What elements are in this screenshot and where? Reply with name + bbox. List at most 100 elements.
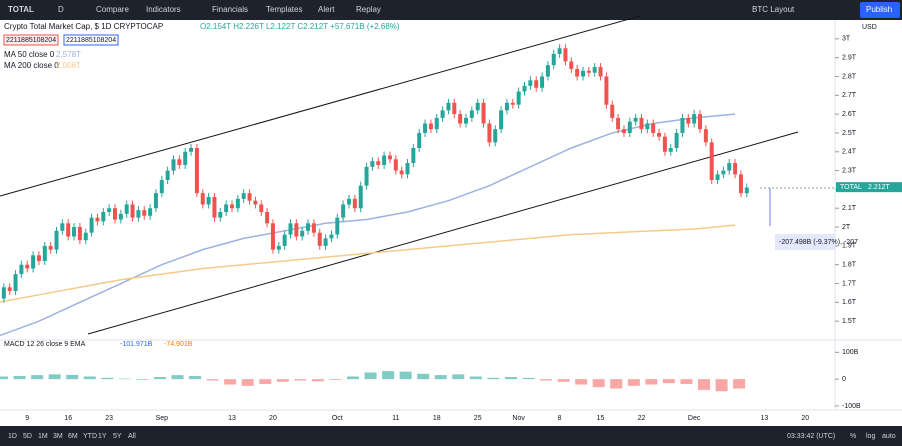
candle <box>662 136 667 152</box>
period[interactable]: YTD <box>83 433 97 440</box>
toolbar-button[interactable]: Financials <box>212 5 248 14</box>
macd-bar <box>522 377 535 380</box>
candle <box>493 129 498 143</box>
candle <box>300 230 305 237</box>
macd-bar <box>417 373 430 380</box>
period[interactable]: 1D <box>8 433 17 440</box>
macd-label: -101.971B <box>120 341 153 348</box>
candle <box>189 148 194 152</box>
toolbar-button[interactable]: Templates <box>266 5 302 14</box>
candle <box>72 227 77 237</box>
macd-bar <box>715 379 728 392</box>
y-tick-label: 2.9T <box>842 54 857 61</box>
candle <box>428 123 433 130</box>
candle <box>703 129 708 143</box>
period[interactable]: 1M <box>38 433 48 440</box>
candle <box>95 217 100 222</box>
candle <box>370 161 375 167</box>
candle <box>265 212 270 224</box>
toolbar-button[interactable]: Replay <box>356 5 381 14</box>
candle <box>557 48 562 54</box>
macd-tick-label: -100B <box>842 403 861 410</box>
period[interactable]: 3M <box>53 433 63 440</box>
candle <box>452 102 457 115</box>
macd-bar <box>382 371 395 380</box>
x-tick-label: 11 <box>392 415 399 422</box>
candle <box>598 67 603 77</box>
candle <box>581 70 585 77</box>
candle <box>142 210 147 216</box>
candle <box>733 163 738 175</box>
macd-bar <box>540 379 553 381</box>
macd-bar <box>434 375 447 380</box>
candle <box>698 114 702 130</box>
toolbar-button[interactable]: Compare <box>96 5 129 14</box>
scale-option[interactable]: % <box>850 433 856 440</box>
publish-btn[interactable] <box>860 2 900 18</box>
y-tick-label: 1.6T <box>842 299 857 306</box>
candle <box>510 102 515 105</box>
candle <box>335 217 340 235</box>
macd-bar <box>206 379 219 381</box>
candle <box>159 180 164 194</box>
macd-bar <box>101 377 114 380</box>
layout-name[interactable]: BTC Layout <box>752 5 795 14</box>
period[interactable]: 5D <box>23 433 32 440</box>
candle <box>387 155 392 160</box>
scale-option[interactable]: log <box>866 433 875 440</box>
candle <box>311 223 316 233</box>
toolbar-button[interactable]: Indicators <box>146 5 181 14</box>
macd-bar <box>610 379 623 389</box>
candle <box>604 76 609 105</box>
period[interactable]: 5Y <box>113 433 122 440</box>
candle <box>329 234 334 239</box>
period[interactable]: All <box>128 433 136 440</box>
period[interactable]: 6M <box>68 433 78 440</box>
candle <box>224 204 229 212</box>
candle <box>25 264 30 269</box>
candle <box>534 80 539 88</box>
candle <box>177 159 182 165</box>
candle <box>288 223 293 235</box>
candle <box>399 170 404 175</box>
legend-title: Crypto Total Market Cap, $ 1D CRYPTOCAP <box>4 22 163 31</box>
macd-bar <box>329 379 342 380</box>
candle <box>323 238 328 246</box>
candle <box>235 198 240 209</box>
ma-legend: MA 200 close 0 <box>4 61 59 70</box>
clock: 03:33:42 (UTC) <box>787 433 835 440</box>
ma-value: 2.578T <box>56 50 81 59</box>
publish[interactable]: Publish <box>866 5 892 14</box>
candle <box>13 274 18 292</box>
candle <box>171 159 176 171</box>
candle <box>382 155 387 165</box>
x-tick-label: 20 <box>269 415 277 422</box>
y-tick-label: 1.5T <box>842 318 857 325</box>
x-tick-label: 13 <box>228 415 236 422</box>
y-tick-label: 2.8T <box>842 73 857 80</box>
toolbar-button[interactable]: Alert <box>318 5 335 14</box>
candle <box>692 114 697 124</box>
period[interactable]: 1Y <box>98 433 107 440</box>
scale-option[interactable]: auto <box>882 433 896 440</box>
candle <box>721 170 726 175</box>
candle <box>569 61 574 69</box>
candle <box>317 232 322 246</box>
candle <box>522 85 527 92</box>
candle <box>247 193 252 201</box>
candle <box>469 110 474 118</box>
candle <box>540 76 545 88</box>
candle <box>42 245 47 261</box>
ma-line <box>0 224 736 303</box>
candle <box>270 223 275 250</box>
macd-bar <box>118 378 131 380</box>
candle <box>212 196 217 218</box>
macd-bar <box>575 379 588 385</box>
ma-value: 2.006T <box>56 61 81 70</box>
macd-bar <box>241 379 254 386</box>
macd-bar <box>557 379 570 382</box>
macd-bar <box>680 379 693 384</box>
macd-title: MACD 12 26 close 9 EMA <box>4 341 86 348</box>
candle <box>446 102 451 111</box>
